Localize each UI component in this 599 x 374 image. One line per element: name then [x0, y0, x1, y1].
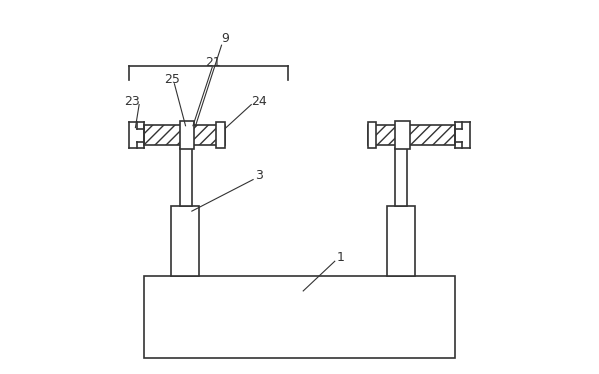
Text: 25: 25 [165, 73, 180, 86]
Text: 9: 9 [221, 32, 229, 45]
Text: 24: 24 [251, 95, 267, 108]
Bar [395, 148, 407, 206]
Text: 21: 21 [205, 56, 221, 69]
Text: 1: 1 [337, 251, 344, 264]
Bar [368, 125, 455, 145]
Text: 23: 23 [124, 95, 140, 108]
Bar [395, 121, 410, 149]
Bar [180, 121, 195, 149]
Text: 3: 3 [255, 169, 262, 183]
Bar [144, 276, 455, 358]
Bar [180, 148, 192, 206]
Bar [144, 125, 225, 145]
Bar [171, 206, 199, 276]
Bar [216, 122, 225, 148]
Bar [387, 206, 415, 276]
Bar [368, 122, 376, 148]
